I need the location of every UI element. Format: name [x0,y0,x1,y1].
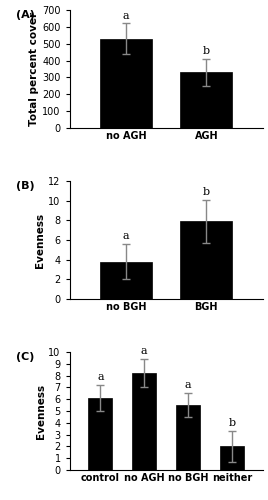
Bar [100,38,152,128]
Bar [132,374,156,470]
Bar [88,398,113,470]
Bar [176,405,200,470]
Text: b: b [203,46,210,56]
Text: (C): (C) [16,352,34,362]
Text: a: a [97,372,104,382]
Bar [220,446,244,470]
Text: b: b [228,418,236,428]
Text: a: a [141,346,148,356]
Text: (B): (B) [16,181,34,191]
Text: (A): (A) [16,10,35,20]
Y-axis label: Evenness: Evenness [35,212,46,268]
Y-axis label: Evenness: Evenness [36,384,46,438]
Bar [180,72,233,128]
Y-axis label: Total percent cover: Total percent cover [29,12,39,126]
Text: b: b [203,187,210,197]
Text: a: a [185,380,191,390]
Text: a: a [123,231,129,241]
Bar [100,262,152,299]
Text: a: a [123,10,129,20]
Bar [180,222,233,299]
